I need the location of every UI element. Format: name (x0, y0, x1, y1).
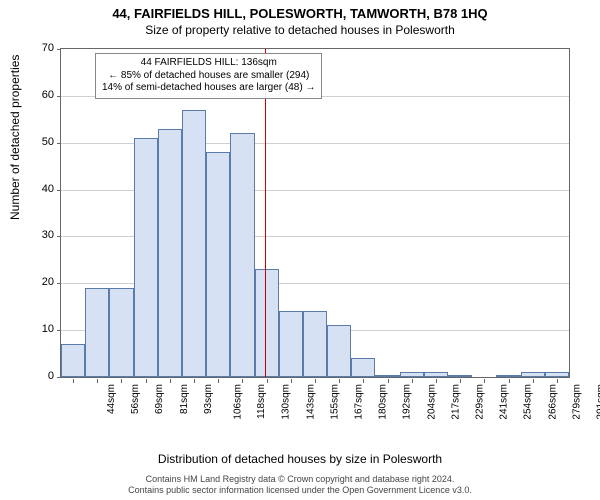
xtick-label: 266sqm (547, 384, 558, 420)
xtick-mark (412, 379, 413, 383)
xtick-mark (557, 379, 558, 383)
chart-area: 44 FAIRFIELDS HILL: 136sqm← 85% of detac… (60, 48, 570, 408)
histogram-bar (158, 129, 182, 377)
xtick-label: 241sqm (499, 384, 510, 420)
histogram-bar (424, 372, 448, 377)
y-axis-label: Number of detached properties (8, 55, 22, 220)
xtick-mark (363, 379, 364, 383)
xtick-label: 93sqm (203, 384, 214, 414)
histogram-bar (85, 288, 109, 377)
histogram-bar (279, 311, 303, 377)
ytick-label: 10 (24, 323, 54, 335)
histogram-bar (182, 110, 206, 377)
xtick-label: 118sqm (256, 384, 267, 419)
histogram-bar (351, 358, 375, 377)
histogram-bar (375, 375, 399, 377)
xtick-label: 167sqm (354, 384, 365, 420)
ytick-label: 20 (24, 276, 54, 288)
xtick-label: 192sqm (402, 384, 413, 420)
xtick-mark (533, 379, 534, 383)
xtick-mark (267, 379, 268, 383)
ytick-label: 60 (24, 89, 54, 101)
x-axis-label: Distribution of detached houses by size … (0, 452, 600, 466)
xtick-mark (146, 379, 147, 383)
xtick-mark (315, 379, 316, 383)
histogram-bar (545, 372, 569, 377)
xtick-mark (436, 379, 437, 383)
xtick-label: 217sqm (450, 384, 461, 420)
ytick-mark (57, 236, 61, 237)
page-title: 44, FAIRFIELDS HILL, POLESWORTH, TAMWORT… (0, 0, 600, 21)
xtick-mark (484, 379, 485, 383)
xtick-label: 69sqm (154, 384, 165, 414)
xtick-label: 155sqm (329, 384, 340, 420)
xtick-mark (73, 379, 74, 383)
annotation-line: ← 85% of detached houses are smaller (29… (102, 70, 315, 83)
ytick-mark (57, 190, 61, 191)
xtick-label: 291sqm (595, 384, 600, 420)
xtick-label: 204sqm (426, 384, 437, 420)
xtick-mark (242, 379, 243, 383)
ytick-label: 0 (24, 370, 54, 382)
ytick-label: 40 (24, 183, 54, 195)
histogram-bar (303, 311, 327, 377)
xtick-mark (291, 379, 292, 383)
histogram-bar (206, 152, 230, 377)
footer-line-1: Contains HM Land Registry data © Crown c… (0, 474, 600, 485)
ytick-mark (57, 377, 61, 378)
xtick-label: 130sqm (281, 384, 292, 420)
histogram-bar (109, 288, 133, 377)
xtick-mark (218, 379, 219, 383)
histogram-bar (134, 138, 158, 377)
xtick-mark (170, 379, 171, 383)
xtick-label: 44sqm (106, 384, 117, 414)
xtick-label: 180sqm (378, 384, 389, 420)
chart-region: 44 FAIRFIELDS HILL: 136sqm← 85% of detac… (60, 48, 570, 378)
xtick-label: 279sqm (571, 384, 582, 420)
ytick-label: 50 (24, 136, 54, 148)
xtick-mark (97, 379, 98, 383)
histogram-bar (496, 375, 520, 377)
xtick-label: 56sqm (130, 384, 141, 414)
xtick-label: 81sqm (179, 384, 190, 414)
xtick-mark (121, 379, 122, 383)
ytick-label: 30 (24, 229, 54, 241)
footer-line-2: Contains public sector information licen… (0, 485, 600, 496)
ytick-mark (57, 96, 61, 97)
xtick-label: 229sqm (475, 384, 486, 420)
ytick-mark (57, 330, 61, 331)
annotation-line: 44 FAIRFIELDS HILL: 136sqm (102, 57, 315, 70)
page-subtitle: Size of property relative to detached ho… (0, 21, 600, 43)
annotation-box: 44 FAIRFIELDS HILL: 136sqm← 85% of detac… (95, 53, 322, 99)
histogram-bar (400, 372, 424, 377)
histogram-bar (448, 375, 472, 377)
histogram-bar (521, 372, 545, 377)
histogram-bar (230, 133, 254, 377)
xtick-label: 254sqm (523, 384, 534, 420)
xtick-label: 106sqm (233, 384, 244, 420)
footer: Contains HM Land Registry data © Crown c… (0, 474, 600, 496)
xtick-mark (509, 379, 510, 383)
histogram-bar (61, 344, 85, 377)
ytick-label: 70 (24, 42, 54, 54)
annotation-line: 14% of semi-detached houses are larger (… (102, 82, 315, 95)
xtick-mark (460, 379, 461, 383)
histogram-bar (255, 269, 279, 377)
xtick-mark (388, 379, 389, 383)
xtick-label: 143sqm (305, 384, 316, 420)
xtick-mark (339, 379, 340, 383)
ytick-mark (57, 283, 61, 284)
histogram-bar (327, 325, 351, 377)
ytick-mark (57, 143, 61, 144)
xtick-mark (194, 379, 195, 383)
ytick-mark (57, 49, 61, 50)
